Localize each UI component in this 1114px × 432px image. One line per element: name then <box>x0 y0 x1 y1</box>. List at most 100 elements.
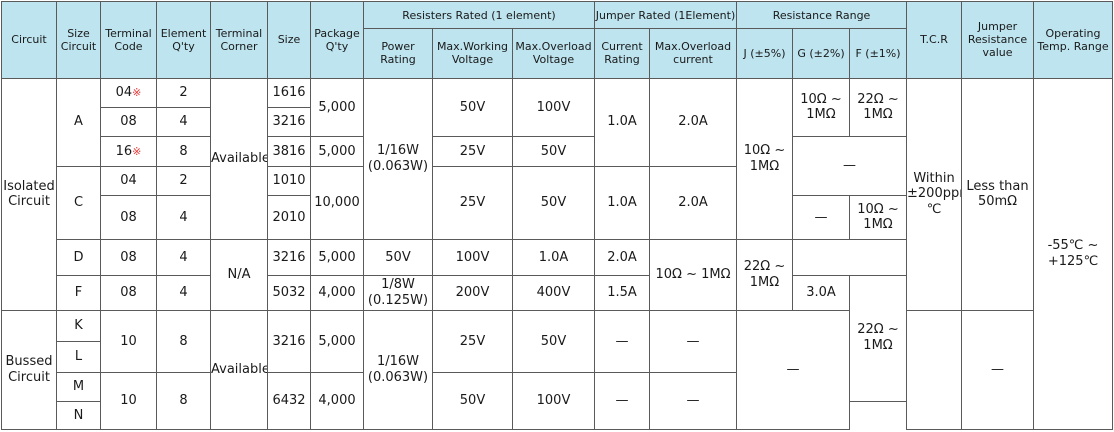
j-range-cell: 10Ω ~ 1MΩ <box>736 77 793 241</box>
max-working-voltage-cell: 25V <box>432 165 513 241</box>
tcr-cell <box>906 309 963 431</box>
element-qty-cell: 8 <box>156 372 211 430</box>
g-range-cell: 10Ω ~ 1MΩ <box>649 239 737 311</box>
jumper-resistance-cell: — <box>961 309 1035 431</box>
terminal-code-cell: 04※ <box>100 77 157 108</box>
element-qty-cell: 4 <box>156 194 211 241</box>
header-package-qty: Package Q'ty <box>310 1 364 79</box>
power-rating-cell: 1/8W (0.125W) <box>363 274 433 311</box>
element-qty-cell: 2 <box>156 165 211 196</box>
current-rating-cell: 1.5A <box>594 274 650 311</box>
power-rating-cell: 1/16W (0.063W) <box>363 309 433 431</box>
max-working-voltage-cell: 25V <box>432 136 513 167</box>
max-overload-current-cell: 2.0A <box>649 77 737 167</box>
package-qty-cell: 5,000 <box>310 136 364 167</box>
header-g: G (±2%) <box>792 28 850 79</box>
header-size-circuit: Size Circuit <box>56 1 101 79</box>
max-overload-current-cell: 2.0A <box>594 239 650 276</box>
size-circuit-f: F <box>56 274 101 311</box>
terminal-code-cell: 08 <box>100 274 157 311</box>
operating-temp-cell: -55℃ ~ +125℃ <box>1033 77 1114 431</box>
terminal-code-cell: 08 <box>100 106 157 138</box>
circuit-isolated: Isolated Circuit <box>1 77 57 311</box>
max-working-voltage-cell: 50V <box>432 77 513 138</box>
terminal-corner-available: Available <box>210 309 268 431</box>
j-range-cell: 22Ω ~ 1MΩ <box>848 274 908 402</box>
header-jumper-rated: Jumper Rated (1Element) <box>594 0 737 30</box>
terminal-code-cell: 10 <box>100 309 157 374</box>
current-rating-cell: 1.0A <box>594 165 650 241</box>
terminal-corner-available: Available <box>210 77 268 241</box>
header-max-overload-voltage: Max.Overload Voltage <box>512 28 595 79</box>
size-cell: 5032 <box>267 274 311 311</box>
element-qty-cell: 2 <box>156 77 211 108</box>
size-circuit-a: A <box>56 77 101 167</box>
max-overload-current-cell: — <box>649 309 737 374</box>
header-j: J (±5%) <box>736 28 793 79</box>
f-range-cell: 22Ω ~ 1MΩ <box>848 77 908 138</box>
max-working-voltage-cell: 50V <box>432 372 513 430</box>
max-overload-voltage-cell: 100V <box>512 77 595 138</box>
header-terminal-corner: Terminal Corner <box>210 1 268 79</box>
circuit-bussed: Bussed Circuit <box>1 309 57 431</box>
terminal-corner-na: N/A <box>210 239 268 311</box>
header-tcr: T.C.R <box>906 1 963 79</box>
max-overload-voltage-cell: 50V <box>512 165 595 241</box>
max-working-voltage-cell: 25V <box>432 309 513 374</box>
gf-dash-cell: — <box>791 136 908 196</box>
package-qty-cell: 10,000 <box>310 165 364 241</box>
header-circuit: Circuit <box>1 1 57 79</box>
header-resistance-range: Resistance Range <box>735 0 908 30</box>
max-working-voltage-cell: 50V <box>363 239 433 276</box>
header-f: F (±1%) <box>848 28 908 79</box>
size-circuit-m: M <box>56 372 101 402</box>
size-cell: 1616 <box>267 77 311 108</box>
note-mark: ※ <box>132 86 142 100</box>
package-qty-cell: 4,000 <box>310 274 364 311</box>
note-mark: ※ <box>132 144 142 158</box>
f-range-cell: 10Ω ~ 1MΩ <box>848 194 908 241</box>
max-working-voltage-cell: 200V <box>432 274 513 311</box>
header-max-overload-current: Max.Overload current <box>649 28 737 79</box>
size-cell: 1010 <box>267 165 311 196</box>
header-resisters-rated: Resisters Rated (1 element) <box>363 0 595 30</box>
package-qty-cell: 4,000 <box>310 372 364 430</box>
package-qty-cell: 5,000 <box>310 309 364 374</box>
header-jumper-resistance: Jumper Resistance value <box>961 1 1035 79</box>
header-power-rating: Power Rating <box>363 28 433 79</box>
element-qty-cell: 8 <box>156 309 211 374</box>
max-overload-current-cell: 2.0A <box>649 165 737 241</box>
size-cell: 3216 <box>267 106 311 138</box>
size-cell: 3216 <box>267 239 311 276</box>
size-circuit-l: L <box>56 341 101 374</box>
header-current-rating: Current Rating <box>594 28 650 79</box>
max-overload-voltage-cell: 400V <box>512 274 595 311</box>
max-overload-current-cell: — <box>649 372 737 430</box>
terminal-code-cell: 08 <box>100 194 157 241</box>
header-terminal-code: Terminal Code <box>100 1 157 79</box>
max-overload-voltage-cell: 50V <box>512 309 595 374</box>
size-circuit-c: C <box>56 165 101 241</box>
terminal-code-cell: 10 <box>100 372 157 430</box>
max-overload-current-cell: 3.0A <box>792 274 850 311</box>
package-qty-cell: 5,000 <box>310 239 364 276</box>
size-cell: 2010 <box>267 194 311 241</box>
max-overload-voltage-cell: 100V <box>512 372 595 430</box>
package-qty-cell: 5,000 <box>310 77 364 138</box>
current-rating-cell: — <box>594 372 650 430</box>
size-circuit-n: N <box>56 400 101 431</box>
header-operating-temp: Operating Temp. Range <box>1033 1 1114 79</box>
element-qty-cell: 4 <box>156 274 211 311</box>
terminal-code-cell: 08 <box>100 239 157 276</box>
size-cell: 3816 <box>267 136 311 167</box>
g-range-cell: 10Ω ~ 1MΩ <box>792 77 850 138</box>
header-max-working-voltage: Max.Working Voltage <box>432 28 513 79</box>
max-overload-voltage-cell: 100V <box>432 239 513 276</box>
current-rating-cell: 1.0A <box>594 77 650 167</box>
header-element-qty: Element Q'ty <box>156 1 211 79</box>
header-size: Size <box>267 1 311 79</box>
current-rating-cell: 1.0A <box>512 239 595 276</box>
max-overload-voltage-cell: 50V <box>512 136 595 167</box>
size-cell: 3216 <box>267 309 311 374</box>
